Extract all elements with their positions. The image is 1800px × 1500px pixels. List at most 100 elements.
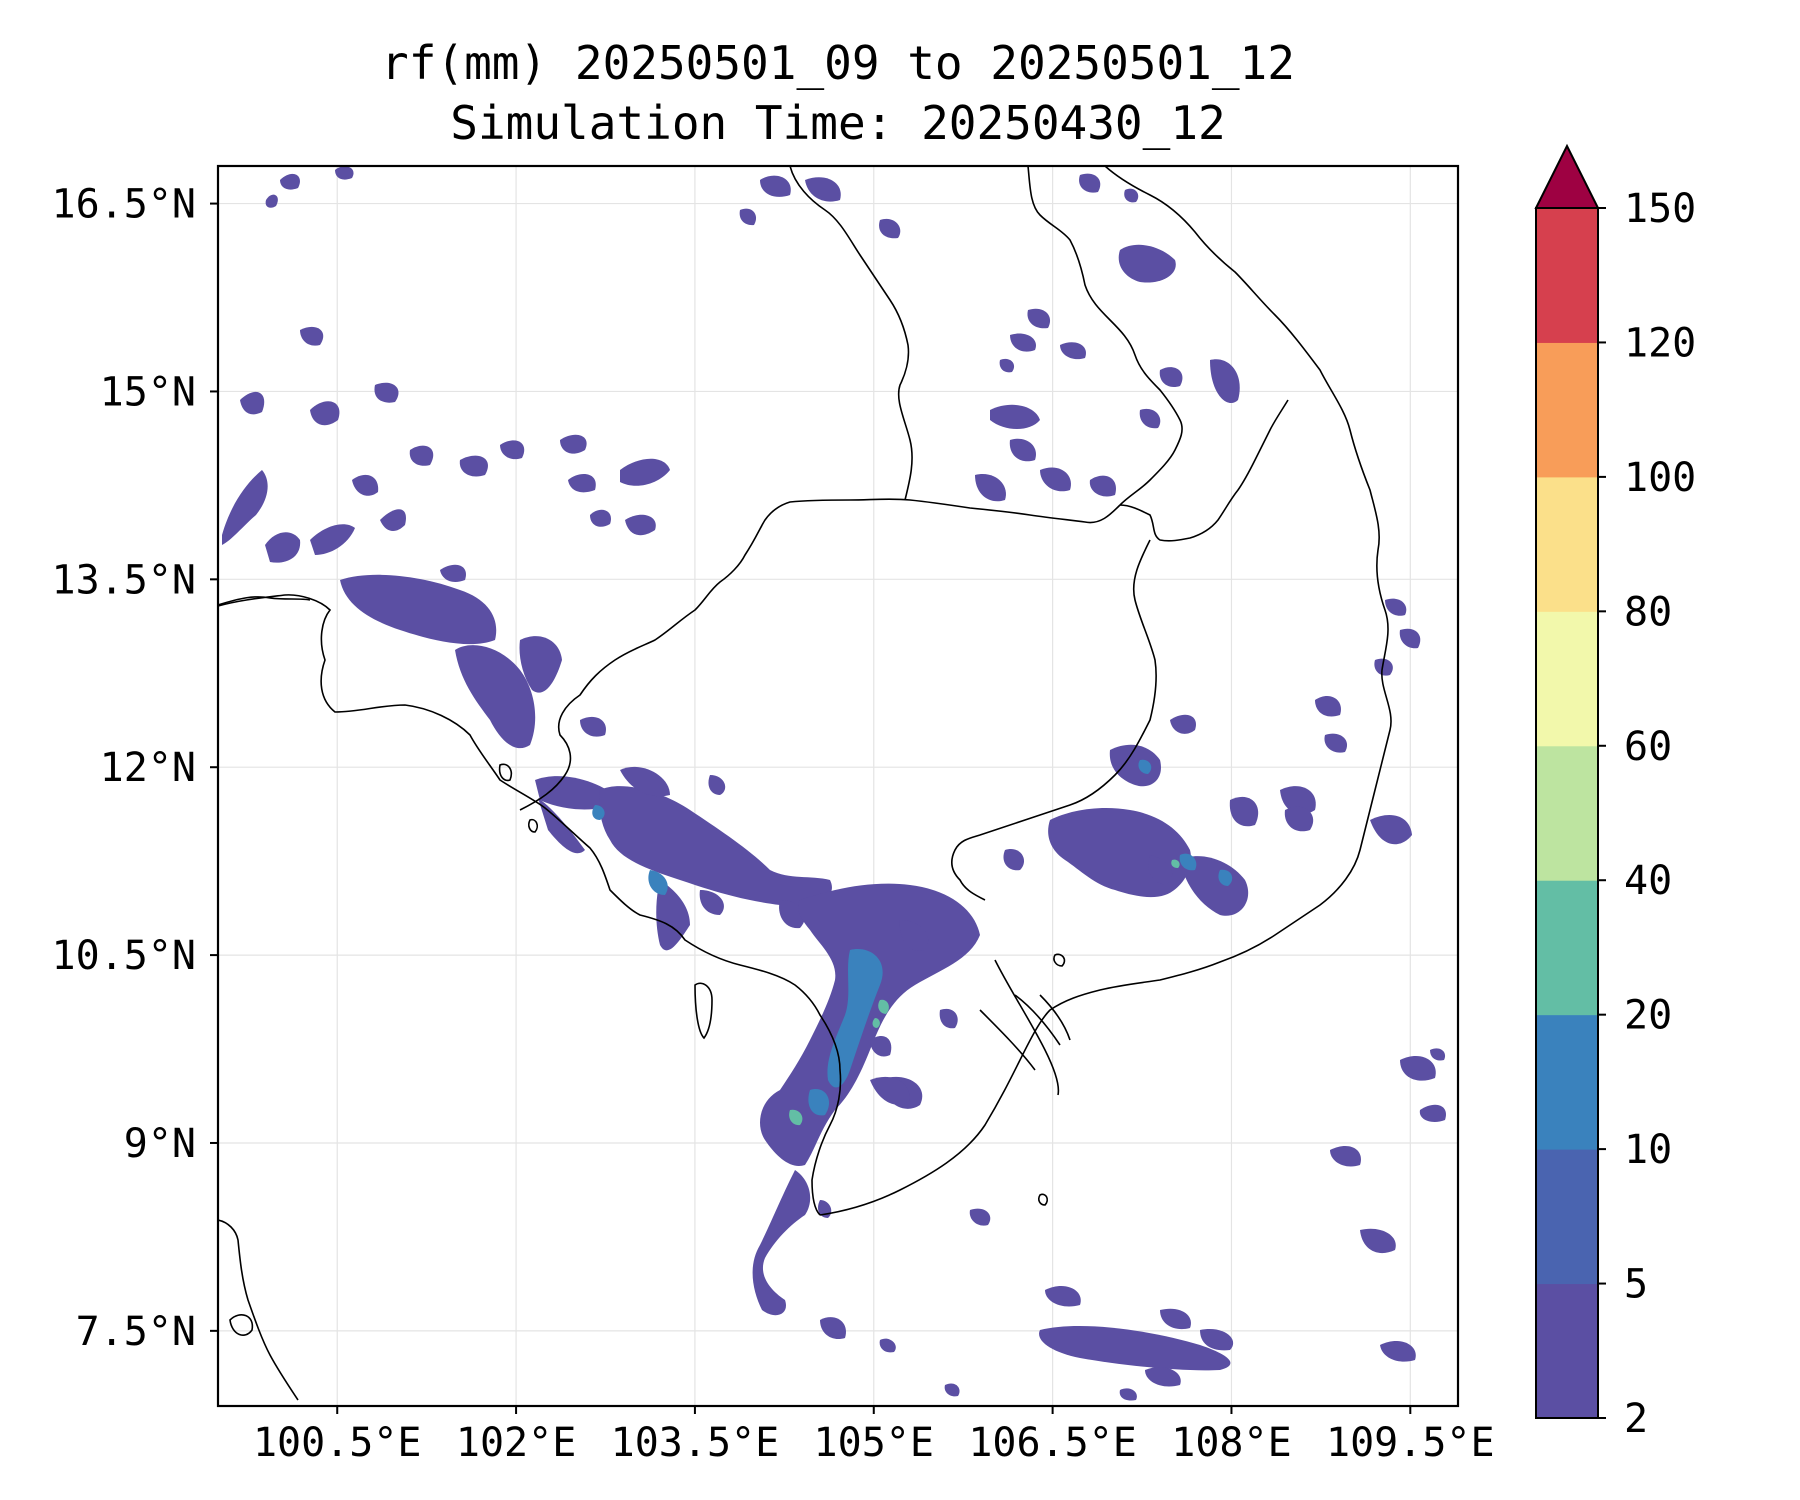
- coastlines: [218, 166, 1392, 1401]
- lat-tick-label: 10.5°N: [52, 933, 197, 979]
- rain-cell: [1079, 173, 1101, 193]
- lon-tick-label: 108°E: [1171, 1420, 1291, 1466]
- rain-cell: [1009, 438, 1036, 462]
- colorbar-segment: [1536, 745, 1598, 881]
- rain-cell: [310, 524, 355, 555]
- rain-cell: [1210, 359, 1240, 404]
- gridlines: [218, 166, 1458, 1406]
- rain-cell: [409, 445, 434, 466]
- coastline-delta-1: [979, 1009, 1036, 1071]
- rain-cell: [1148, 855, 1173, 885]
- rain-cell: [352, 474, 379, 496]
- rain-cell: [1139, 408, 1161, 429]
- rain-cell: [335, 166, 354, 180]
- rain-cell: [560, 434, 587, 454]
- longitude-ticks: 100.5°E 102°E 103.5°E 105°E 106.5°E 108°E 109.…: [253, 1406, 1495, 1466]
- rain-cell: [1180, 856, 1249, 916]
- rain-cell: [1200, 1329, 1234, 1351]
- chart-subtitle: Simulation Time: 20250430_12: [450, 96, 1226, 150]
- rain-cell: [999, 358, 1015, 373]
- rain-cell: [1360, 1228, 1396, 1254]
- colorbar-segment: [1536, 476, 1598, 612]
- rain-cell: [240, 391, 265, 415]
- rain-cell: [805, 177, 841, 202]
- rain-cell: [620, 766, 670, 797]
- rain-cell: [1380, 1340, 1416, 1362]
- rain-cell: [969, 1208, 991, 1226]
- coastline-island-3: [1053, 953, 1066, 967]
- coastline-tonle: [994, 959, 1060, 1096]
- rain-cell: [1315, 695, 1341, 717]
- lat-tick-label: 16.5°N: [52, 182, 197, 228]
- rain-cell: [500, 440, 525, 460]
- rain-cell: [789, 1109, 803, 1126]
- rain-cell: [879, 1338, 896, 1353]
- rain-cell: [1010, 333, 1036, 352]
- rain-cell: [280, 173, 300, 190]
- colorbar-segment: [1536, 1014, 1598, 1150]
- coastline-delta-2: [1014, 994, 1061, 1046]
- rain-cell: [374, 382, 399, 403]
- colorbar-tick-label: 40: [1624, 858, 1672, 904]
- colorbar-frame: [1535, 207, 1599, 1419]
- colorbar-tick-label: 2: [1624, 1396, 1648, 1442]
- rain-cell: [878, 999, 889, 1014]
- rain-cell: [879, 218, 901, 239]
- rain-cell: [620, 458, 670, 486]
- rain-cell: [1159, 367, 1183, 388]
- colorbar-segment: [1536, 208, 1598, 343]
- rain-cell: [440, 564, 466, 582]
- rain-cell: [1171, 859, 1180, 868]
- lat-tick-label: 13.5°N: [52, 557, 197, 603]
- coastline-delta-3: [1039, 994, 1071, 1041]
- rain-cell: [592, 805, 605, 820]
- colorbar-segment: [1536, 611, 1598, 747]
- rain-cell: [1089, 475, 1116, 497]
- rain-cell: [568, 474, 596, 493]
- rain-cell: [300, 326, 324, 346]
- rain-cell: [872, 1018, 880, 1028]
- colorbar-tick-label: 150: [1624, 186, 1696, 232]
- rain-cell: [1027, 308, 1051, 329]
- colorbar-tick-label: 120: [1624, 320, 1696, 366]
- colorbar-extend-arrow: [1534, 143, 1600, 209]
- rain-cell: [975, 474, 1006, 502]
- colorbar-tick-label: 5: [1624, 1262, 1648, 1308]
- colorbar-segment: [1536, 1283, 1598, 1419]
- lon-tick-label: 105°E: [814, 1420, 934, 1466]
- lon-tick-label: 103.5°E: [611, 1420, 780, 1466]
- rain-cell: [1109, 744, 1161, 787]
- rain-cell: [1138, 759, 1152, 774]
- colorbar-tick-label: 20: [1624, 993, 1672, 1039]
- lon-tick-label: 102°E: [456, 1420, 576, 1466]
- rain-cell: [1048, 808, 1191, 898]
- chart-title: rf(mm) 20250501_09 to 20250501_12: [381, 36, 1295, 90]
- rain-cell: [519, 636, 562, 693]
- rain-cell: [1284, 806, 1314, 832]
- precipitation-layer: [222, 166, 1446, 1401]
- lat-tick-label: 9°N: [124, 1121, 196, 1167]
- lat-tick-label: 7.5°N: [76, 1309, 196, 1355]
- rain-cell: [648, 870, 668, 895]
- rain-cell: [1430, 1048, 1446, 1061]
- rain-cell: [1370, 815, 1412, 845]
- coastline-islands: [229, 1314, 254, 1336]
- border-laos-cambodia: [789, 166, 913, 501]
- rain-cell: [708, 775, 726, 795]
- rain-cell: [1124, 188, 1139, 203]
- rain-cell: [1330, 1145, 1361, 1167]
- rain-cell: [625, 514, 656, 536]
- rain-cell: [760, 175, 791, 197]
- rain-cell: [455, 645, 536, 749]
- rain-cell: [599, 786, 832, 907]
- colorbar-segment: [1536, 342, 1598, 478]
- rain-cell: [808, 1089, 830, 1116]
- rain-cell: [1045, 1285, 1081, 1307]
- lon-tick-label: 109.5°E: [1326, 1420, 1495, 1466]
- border-cambodia-vietnam: [1119, 399, 1289, 542]
- rain-cell: [820, 1317, 846, 1340]
- rain-cell: [870, 1035, 892, 1057]
- rain-cell: [1400, 1056, 1436, 1081]
- rain-cell: [1160, 1308, 1191, 1330]
- coastline-island-kohkong: [498, 763, 513, 782]
